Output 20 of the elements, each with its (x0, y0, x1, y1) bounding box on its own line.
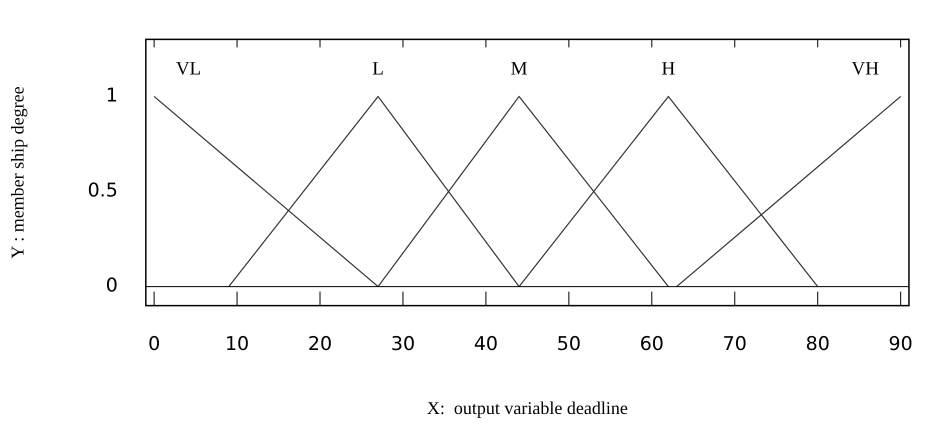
x-tick-label: 80 (806, 332, 830, 355)
series-label: VH (852, 58, 880, 80)
x-tick-label: 50 (556, 332, 581, 355)
x-tick-label: 20 (308, 332, 332, 355)
y-axis-title: Y : member ship degree (8, 86, 28, 259)
series-label: L (372, 58, 384, 80)
x-tick-label: 60 (640, 332, 664, 355)
series-label: H (662, 58, 676, 80)
series-label: VL (176, 58, 202, 80)
x-tick-label: 0 (148, 332, 160, 355)
x-axis-title: X: output variable deadline (426, 398, 628, 418)
y-tick-label: 0.5 (88, 179, 118, 202)
series-label: M (510, 58, 528, 80)
x-tick-label: 40 (474, 332, 498, 355)
x-tick-label: 90 (888, 332, 913, 355)
x-tick-label: 30 (390, 332, 416, 355)
x-tick-label: 70 (722, 332, 747, 355)
y-tick-label: 1 (106, 84, 118, 106)
x-tick-label: 10 (224, 332, 250, 355)
y-tick-label: 0 (106, 274, 118, 297)
